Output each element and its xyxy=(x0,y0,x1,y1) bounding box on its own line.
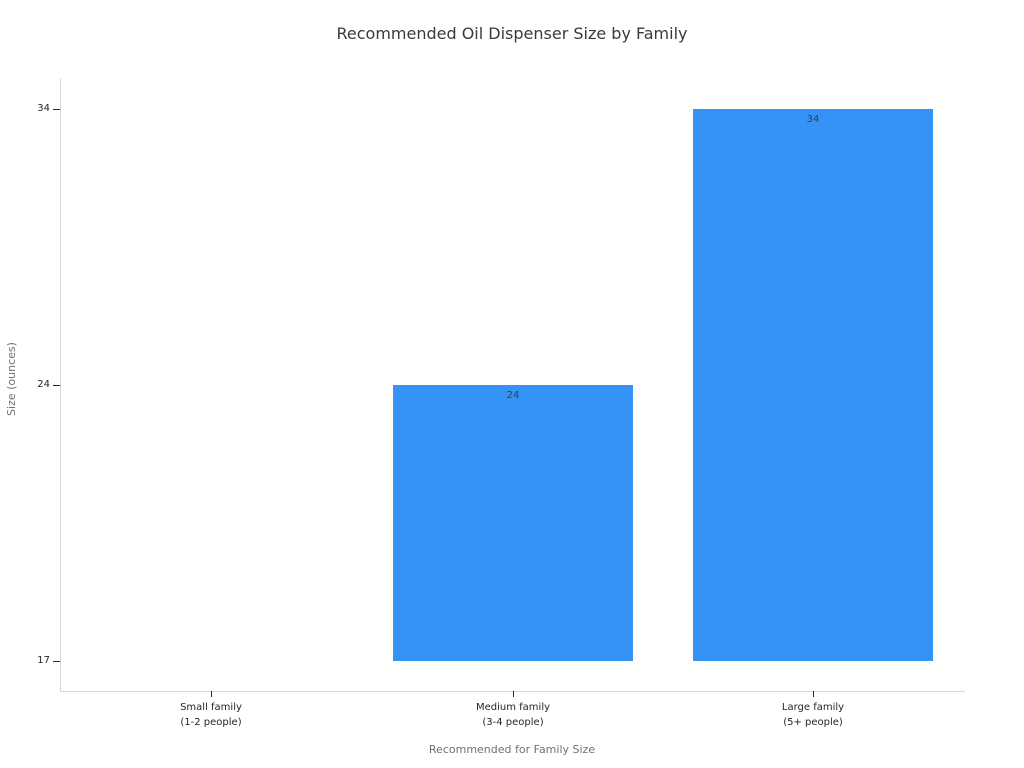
bar-3 xyxy=(693,109,933,661)
x-tick-label-line: (1-2 people) xyxy=(180,717,242,728)
y-tick-label: 34 xyxy=(37,103,50,114)
bar-value-label: 34 xyxy=(806,114,820,125)
y-tick-mark xyxy=(53,661,60,662)
y-tick-label: 24 xyxy=(37,379,50,390)
y-axis-label: Size (ounces) xyxy=(5,342,18,416)
x-tick-label-line: (3-4 people) xyxy=(482,717,544,728)
y-tick-mark xyxy=(53,385,60,386)
y-tick-label: 17 xyxy=(37,655,50,666)
x-tick-mark xyxy=(813,691,814,697)
x-tick-label-line: (5+ people) xyxy=(783,717,843,728)
x-tick-label: Medium family (3-4 people) xyxy=(403,700,623,730)
bar-2 xyxy=(393,385,633,661)
x-tick-label-line: Large family xyxy=(781,702,845,713)
x-tick-label-line: Medium family xyxy=(475,702,551,713)
y-axis-spine xyxy=(60,78,61,691)
x-tick-label-line: Small family xyxy=(180,702,242,713)
x-axis-label: Recommended for Family Size xyxy=(428,743,596,756)
y-tick-mark xyxy=(53,109,60,110)
bar-value-label: 24 xyxy=(506,390,520,401)
x-tick-label: Large family (5+ people) xyxy=(703,700,923,730)
x-tick-mark xyxy=(211,691,212,697)
x-axis-spine xyxy=(60,691,965,692)
x-tick-mark xyxy=(513,691,514,697)
chart-title: Recommended Oil Dispenser Size by Family xyxy=(336,24,688,43)
x-tick-label: Small family (1-2 people) xyxy=(101,700,321,730)
